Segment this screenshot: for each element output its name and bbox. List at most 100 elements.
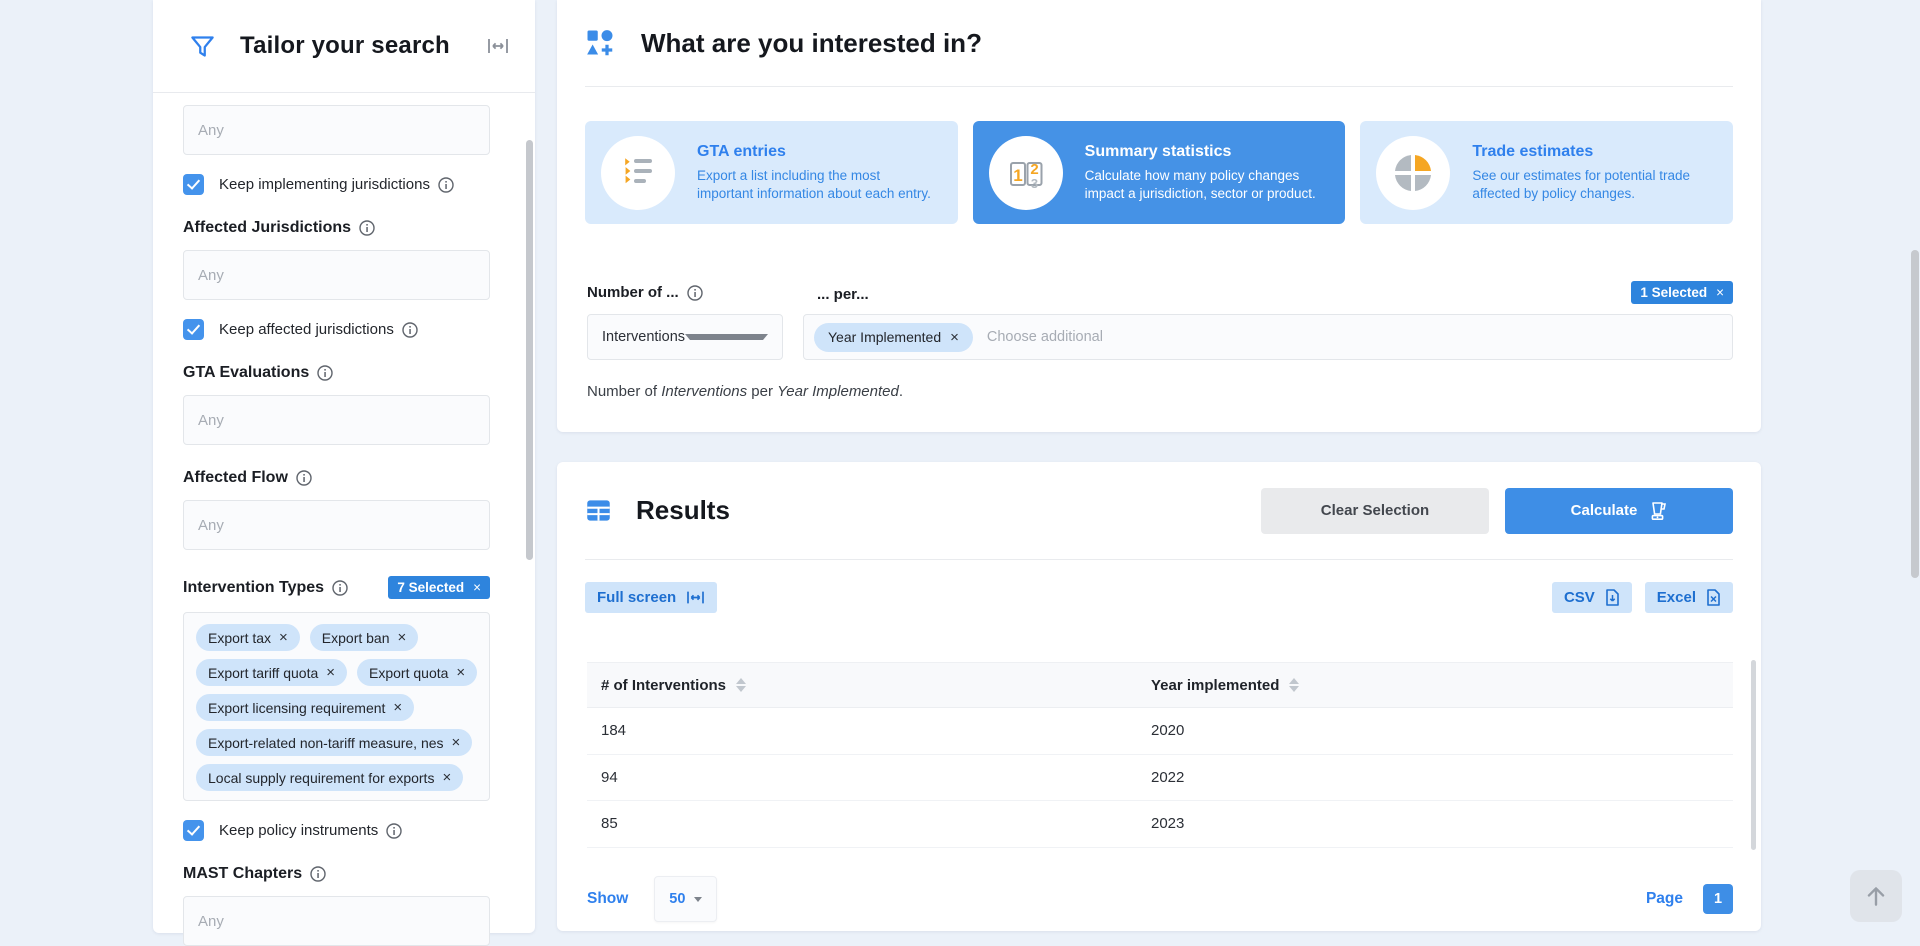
page-number-button[interactable]: 1	[1703, 884, 1733, 914]
page-size-value: 50	[669, 891, 686, 907]
info-icon[interactable]	[332, 579, 348, 596]
info-icon[interactable]	[359, 220, 375, 236]
affected-flow-input[interactable]	[183, 500, 490, 550]
keep-implementing-row: Keep implementing jurisdictions	[183, 174, 490, 195]
results-header: Results Clear Selection Calculate	[585, 462, 1733, 560]
affected-flow-label: Affected Flow	[183, 469, 288, 486]
info-icon[interactable]	[386, 822, 402, 839]
number-of-label: Number of ...	[587, 284, 679, 301]
per-label: ... per...	[817, 286, 869, 303]
interventions-cell: 184	[601, 722, 627, 740]
dimension-field[interactable]: Year Implemented Choose additional	[803, 314, 1733, 360]
info-icon[interactable]	[296, 470, 312, 486]
year-cell: 2020	[1151, 722, 1185, 740]
info-icon[interactable]	[402, 321, 418, 338]
interest-card: What are you interested in? GTA entrie	[557, 0, 1761, 432]
interventions-cell: 94	[601, 768, 618, 786]
info-icon[interactable]	[686, 284, 703, 301]
show-label: Show	[587, 890, 629, 907]
category-shapes-icon	[587, 30, 613, 56]
calculate-button[interactable]: Calculate	[1505, 487, 1733, 534]
keep-policy-checkbox[interactable]	[183, 820, 204, 841]
intervention-types-chipbox[interactable]: Export tax Export ban Export tariff quot…	[183, 612, 490, 801]
keep-implementing-checkbox[interactable]	[183, 174, 204, 195]
interventions-cell: 85	[601, 815, 618, 833]
table-row[interactable]: 184 2020	[587, 708, 1733, 755]
collapse-sidebar-icon[interactable]	[487, 37, 509, 55]
table-scrollbar[interactable]	[1751, 660, 1756, 850]
remove-chip-icon[interactable]	[326, 664, 335, 681]
intervention-type-chip: Export licensing requirement	[196, 694, 415, 721]
results-toolbar: Full screen CSV Excel	[585, 582, 1733, 613]
clear-selection-icon[interactable]	[1716, 285, 1724, 300]
column-header-year[interactable]: Year implemented	[1151, 677, 1719, 694]
chip-label: Export quota	[369, 664, 449, 681]
remove-chip-icon[interactable]	[393, 699, 402, 716]
year-cell: 2022	[1151, 768, 1185, 786]
info-icon[interactable]	[317, 365, 333, 381]
option-description: See our estimates for potential trade af…	[1472, 167, 1690, 201]
fullscreen-label: Full screen	[597, 589, 677, 606]
remove-chip-icon[interactable]	[456, 664, 465, 681]
remove-chip-icon[interactable]	[279, 629, 288, 646]
remove-chip-icon[interactable]	[442, 769, 451, 786]
expand-horizontal-icon	[687, 591, 705, 604]
sort-icon[interactable]	[736, 678, 747, 692]
dimension-selected-badge[interactable]: 1 Selected	[1631, 281, 1733, 304]
intervention-type-chip: Export tariff quota	[196, 659, 348, 686]
option-title: Summary statistics	[1084, 142, 1232, 160]
info-icon[interactable]	[310, 866, 326, 882]
page-number-group: Page 1	[1646, 884, 1733, 914]
gta-evaluations-input[interactable]	[183, 395, 490, 445]
selected-count-label: 7 Selected	[397, 580, 465, 595]
intervention-types-label-group: Intervention Types	[183, 579, 348, 597]
table-row[interactable]: 85 2023	[587, 801, 1733, 848]
results-title: Results	[636, 495, 730, 525]
remove-chip-icon[interactable]	[950, 329, 959, 346]
excel-export-button[interactable]: Excel	[1644, 582, 1733, 613]
sidebar-filters: Keep implementing jurisdictions Affected…	[153, 93, 535, 946]
intervention-types-selected-badge[interactable]: 7 Selected	[388, 576, 490, 599]
blender-icon	[1651, 501, 1667, 520]
option-description: Calculate how many policy changes impact…	[1084, 167, 1316, 201]
option-card-gta-entries[interactable]: GTA entries Export a list including the …	[585, 121, 958, 224]
table-row[interactable]: 94 2022	[587, 755, 1733, 801]
mast-chapters-label: MAST Chapters	[183, 865, 303, 882]
clear-selection-button[interactable]: Clear Selection	[1261, 487, 1489, 534]
excel-label: Excel	[1656, 589, 1696, 606]
page-scrollbar[interactable]	[1911, 250, 1919, 578]
page-size-select[interactable]: 50	[654, 876, 718, 922]
gta-evaluations-label-row: GTA Evaluations	[183, 364, 490, 382]
column-header-interventions[interactable]: # of Interventions	[601, 677, 1151, 694]
dimension-chip: Year Implemented	[814, 322, 973, 352]
remove-chip-icon[interactable]	[452, 734, 461, 751]
interest-options: GTA entries Export a list including the …	[585, 121, 1734, 224]
clear-selection-icon[interactable]	[473, 580, 481, 595]
page-label: Page	[1645, 890, 1683, 907]
filter-funnel-icon	[191, 35, 214, 57]
metric-select[interactable]: Interventions	[587, 314, 783, 360]
remove-chip-icon[interactable]	[398, 629, 407, 646]
intervention-types-label-row: Intervention Types 7 Selected	[183, 576, 490, 599]
option-card-trade-estimates[interactable]: Trade estimates See our estimates for po…	[1360, 121, 1734, 224]
chip-label: Export ban	[321, 629, 390, 646]
implementing-jurisdictions-input[interactable]	[183, 105, 490, 155]
arrow-up-icon	[1867, 887, 1885, 906]
affected-jurisdictions-input[interactable]	[183, 250, 490, 300]
sidebar-scrollbar[interactable]	[526, 140, 533, 560]
fullscreen-button[interactable]: Full screen	[585, 582, 718, 613]
csv-export-button[interactable]: CSV	[1551, 582, 1632, 613]
summary-text: per	[747, 383, 778, 400]
mast-chapters-input[interactable]	[183, 896, 490, 946]
chip-label: Export licensing requirement	[208, 699, 386, 716]
option-title: GTA entries	[697, 142, 786, 160]
keep-affected-row: Keep affected jurisdictions	[183, 319, 490, 340]
sort-icon[interactable]	[1289, 678, 1300, 692]
scroll-to-top-button[interactable]	[1850, 870, 1902, 922]
chip-label: Local supply requirement for exports	[208, 769, 435, 786]
option-card-summary-statistics[interactable]: 1 2 3 Summary statistics Calculate how m…	[972, 121, 1346, 224]
filter-sidebar: Tailor your search Keep implementing jur…	[153, 0, 535, 946]
keep-affected-checkbox[interactable]	[183, 319, 204, 340]
info-icon[interactable]	[438, 176, 454, 193]
list-icon	[601, 135, 675, 210]
